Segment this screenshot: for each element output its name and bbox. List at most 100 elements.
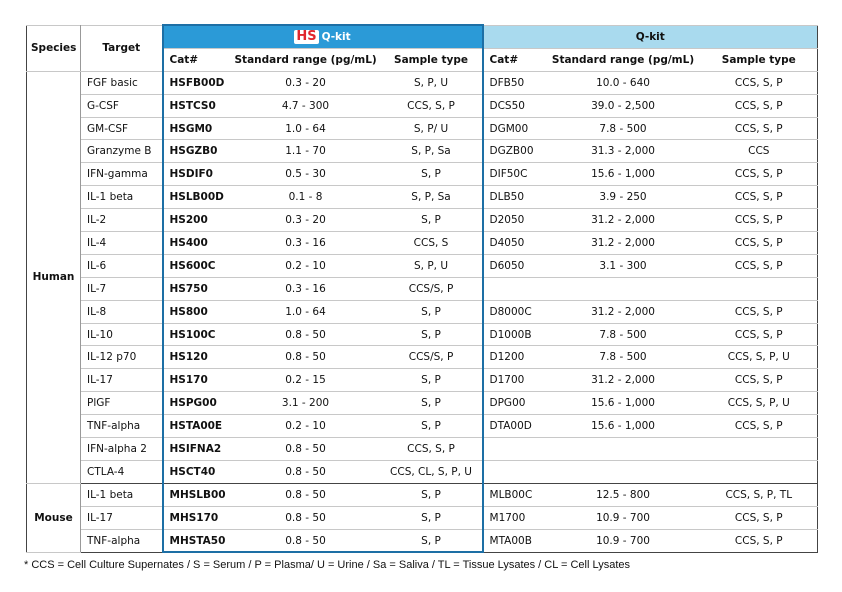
q-cell: CCS, S, P — [700, 185, 818, 210]
hs-cell: 0.8 - 50 — [230, 459, 381, 484]
q-cell: CCS, S, P — [700, 368, 818, 393]
q-cell: 3.9 - 250 — [545, 185, 701, 210]
q-cell: MTA00B — [482, 528, 546, 553]
hs-cell: S, P, Sa — [380, 139, 484, 164]
q-cell: CCS, S, P — [700, 208, 818, 233]
q-cell: D1700 — [482, 368, 546, 393]
product-table: Species Target HS Q-kit Q-kit Cat# Standar… — [26, 23, 819, 554]
hs-cell: 3.1 - 200 — [230, 391, 381, 416]
target-cell: PlGF — [80, 391, 163, 416]
table-row: IL-12 p70 HS120 0.8 - 50 CCS/S, P D1200 7.8 -… — [27, 345, 818, 370]
table-row: IL-1 beta HSLB00D 0.1 - 8 S, P, Sa DLB50 3.9 … — [27, 185, 818, 210]
target-cell: CTLA-4 — [80, 459, 163, 484]
target-cell: IL-17 — [80, 505, 163, 530]
target-cell: IL-7 — [80, 276, 163, 301]
table-row: IL-8 HS800 1.0 - 64 S, P D8000C 31.2 - 2,000 C… — [27, 299, 818, 324]
q-cell: CCS, S, P — [700, 528, 818, 553]
q-cell: CCS, S, P — [700, 70, 818, 95]
q-cell: DIF50C — [482, 162, 546, 187]
target-cell: IL-1 beta — [80, 185, 163, 210]
hs-cell: 1.0 - 64 — [230, 116, 381, 141]
hs-cell: HSGM0 — [161, 116, 231, 141]
hs-cell: MHSTA50 — [161, 528, 231, 554]
target-cell: G-CSF — [80, 93, 163, 118]
hs-cell: CCS/S, P — [380, 276, 484, 301]
table-row: Granzyme B HSGZB0 1.1 - 70 S, P, Sa DGZB00 31… — [27, 139, 818, 164]
hs-column-header: Cat# — [161, 47, 231, 72]
q-cell: DPG00 — [482, 391, 546, 416]
q-cell: CCS, S, P — [700, 93, 818, 118]
hs-cell: HSTA00E — [161, 414, 231, 439]
q-cell: MLB00C — [482, 482, 546, 507]
table-row: TNF-alpha MHSTA50 0.8 - 50 S, P MTA00B 10.9 -… — [27, 528, 818, 554]
hs-cell: HS400 — [161, 231, 231, 255]
q-cell: CCS, S, P — [700, 231, 818, 255]
q-cell: D4050 — [482, 231, 546, 255]
q-cell: CCS, S, P — [700, 322, 818, 347]
q-cell: CCS, S, P — [700, 253, 818, 278]
hs-cell: S, P — [380, 528, 484, 554]
hs-cell: S, P — [380, 505, 484, 530]
hs-cell: S, P, U — [380, 70, 484, 95]
empty-cell — [482, 459, 818, 484]
q-cell: DGM00 — [482, 116, 546, 141]
table-row: IL-2 HS200 0.3 - 20 S, P D2050 31.2 - 2,000 CC… — [27, 208, 818, 233]
hs-cell: S, P, U — [380, 253, 484, 278]
q-column-header: Sample type — [700, 47, 818, 72]
target-cell: IL-1 beta — [80, 482, 163, 507]
table-row: TNF-alpha HSTA00E 0.2 - 10 S, P DTA00D 15.6 -… — [27, 414, 818, 439]
q-column-header: Standard range (pg/mL) — [545, 47, 701, 72]
target-cell: IL-8 — [80, 299, 163, 324]
table-body: Human FGF basic HSFB00D 0.3 - 20 S, P, U DFB5… — [26, 70, 818, 554]
q-cell: DTA00D — [482, 414, 546, 439]
hs-cell: 1.1 - 70 — [230, 139, 381, 164]
subheader-row: Cat# Standard range (pg/mL) Sample type Cat… — [27, 47, 818, 72]
hs-cell: MHSLB00 — [161, 482, 231, 507]
table-row: PlGF HSPG00 3.1 - 200 S, P DPG00 15.6 - 1,000… — [27, 391, 818, 416]
q-cell: 15.6 - 1,000 — [545, 162, 701, 187]
hs-cell: 0.2 - 10 — [230, 414, 381, 439]
table-row: IFN-alpha 2 HSIFNA2 0.8 - 50 CCS, S, P — [27, 437, 818, 461]
table-row: IL-10 HS100C 0.8 - 50 S, P D1000B 7.8 - 500 CC… — [27, 322, 818, 347]
q-cell: 10.9 - 700 — [545, 505, 701, 530]
table-row: Mouse IL-1 beta MHSLB00 0.8 - 50 S, P MLB00C 1… — [26, 482, 818, 553]
q-cell: 15.6 - 1,000 — [545, 414, 701, 439]
q-cell: 31.3 - 2,000 — [545, 139, 701, 164]
target-cell: GM-CSF — [80, 116, 163, 141]
hs-cell: S, P — [380, 368, 484, 393]
hs-cell: 0.1 - 8 — [230, 185, 381, 210]
q-cell: 7.8 - 500 — [545, 116, 701, 141]
hs-qkit-header: HS Q-kit — [161, 23, 484, 49]
hs-cell: S, P/ U — [380, 116, 484, 141]
q-cell: 7.8 - 500 — [545, 322, 701, 347]
q-cell: 15.6 - 1,000 — [545, 391, 701, 416]
hs-cell: 0.2 - 15 — [230, 368, 381, 393]
hs-cell: HSGZB0 — [161, 139, 231, 164]
hs-cell: 0.2 - 10 — [230, 253, 381, 278]
hs-cell: HS600C — [161, 253, 231, 278]
empty-cell — [482, 437, 818, 461]
hs-cell: 0.8 - 50 — [230, 322, 381, 347]
table-row: GM-CSF HSGM0 1.0 - 64 S, P/ U DGM00 7.8 - 500… — [27, 116, 818, 141]
q-cell: D8000C — [482, 299, 546, 324]
q-cell: D1000B — [482, 322, 546, 347]
q-cell: CCS, S, P, U — [700, 391, 818, 416]
q-cell: CCS, S, P — [700, 299, 818, 324]
hs-cell: 0.5 - 30 — [230, 162, 381, 187]
target-cell: IFN-gamma — [80, 162, 163, 187]
hs-cell: 0.8 - 50 — [230, 437, 381, 461]
target-cell: IL-12 p70 — [80, 345, 163, 370]
q-cell: 12.5 - 800 — [545, 482, 701, 507]
hs-cell: CCS, S, P — [380, 93, 484, 118]
hs-cell: HS120 — [161, 345, 231, 370]
qkit-header: Q-kit — [482, 24, 818, 49]
target-cell: IL-17 — [80, 368, 163, 393]
hs-cell: 0.8 - 50 — [230, 505, 381, 530]
header-row: Species Target HS Q-kit Q-kit — [26, 23, 818, 72]
q-cell: CCS, S, P — [700, 116, 818, 141]
hs-cell: S, P — [380, 208, 484, 233]
target-cell: IL-10 — [80, 322, 163, 347]
hs-brand: HS — [294, 28, 319, 44]
hs-cell: S, P — [380, 391, 484, 416]
